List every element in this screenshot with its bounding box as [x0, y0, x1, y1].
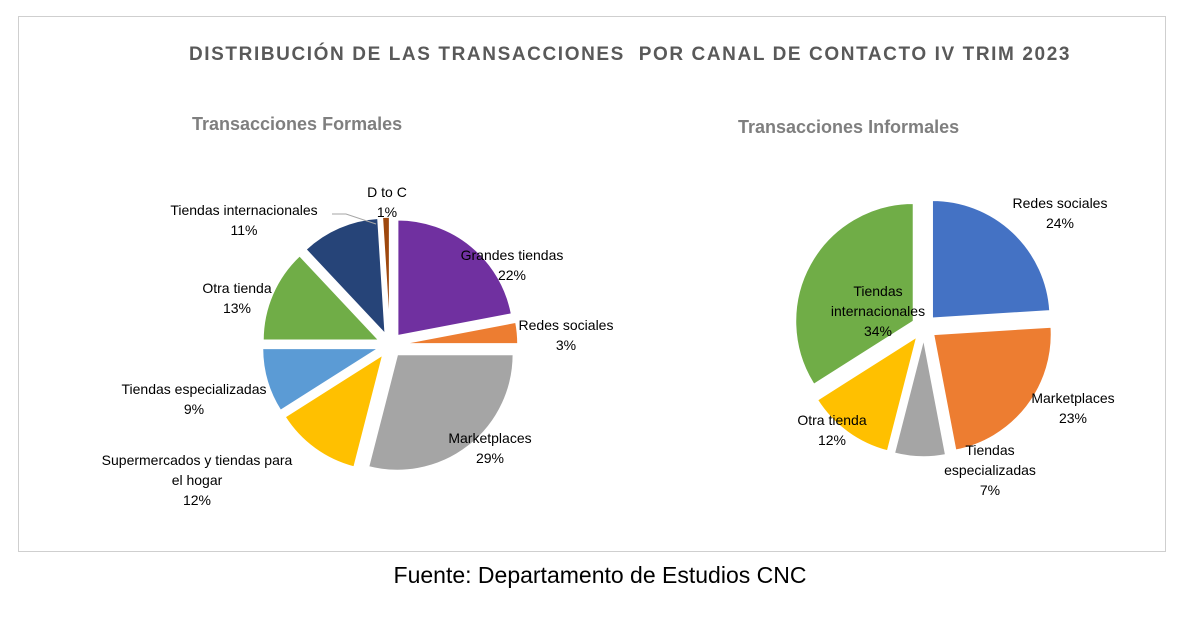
- formal-pie: Grandes tiendas 22% Redes sociales 3% Market…: [102, 184, 614, 508]
- leader-line: [332, 213, 377, 225]
- data-label-redes-sociales: Redes sociales 3%: [519, 317, 614, 353]
- data-label-redes-sociales: Redes sociales 24%: [1013, 195, 1108, 231]
- data-label-d-to-c: D to C 1%: [367, 184, 407, 220]
- data-label-marketplaces: Marketplaces 23%: [1031, 390, 1114, 426]
- data-label-otra-tienda: Otra tienda 13%: [202, 280, 271, 316]
- pie-slice-grandes-tiendas: [396, 219, 513, 337]
- pie-slice-tiendas-internacionales: [794, 202, 915, 386]
- informal-pie: Redes sociales 24% Marketplaces 23% Tiendas e…: [794, 195, 1115, 498]
- pie-slice-redes-sociales: [401, 321, 519, 345]
- informal-chart-title: Transacciones Informales: [738, 117, 960, 137]
- data-label-otra-tienda: Otra tienda 12%: [797, 412, 866, 448]
- pie-slice-d-to-c: [381, 216, 391, 334]
- pie-slice-supermercados-y-tiendas-para-el-hogar: [283, 353, 385, 468]
- pie-slice-marketplaces: [932, 326, 1053, 452]
- pie-slice-redes-sociales: [931, 199, 1051, 320]
- pie-slice-tiendas-especializadas: [261, 347, 382, 412]
- formal-chart-title: Transacciones Formales: [192, 114, 403, 134]
- pie-slice-otra-tienda: [262, 254, 381, 341]
- pie-slice-tiendas-internacionales: [304, 217, 387, 337]
- data-label-tiendas-internacionales: Tiendas internacionales 11%: [170, 202, 317, 238]
- pie-slice-tiendas-especializadas: [893, 338, 947, 458]
- data-label-supermercados-y-tiendas-para-el-hogar: Supermercados y tiendas para el hogar 12%: [102, 452, 293, 508]
- source-note: Fuente: Departamento de Estudios CNC: [393, 562, 807, 588]
- chart-frame: [18, 16, 1166, 552]
- pie-slice-marketplaces: [367, 353, 515, 472]
- data-label-tiendas-internacionales: Tiendas internacionales 34%: [831, 283, 925, 339]
- data-label-grandes-tiendas: Grandes tiendas 22%: [461, 247, 564, 283]
- pie-slice-otra-tienda: [816, 335, 919, 452]
- data-label-tiendas-especializadas: Tiendas especializadas 7%: [944, 442, 1036, 498]
- page-title: DISTRIBUCIÓN DE LAS TRANSACCIONES POR CA…: [188, 44, 1072, 65]
- data-label-tiendas-especializadas: Tiendas especializadas 9%: [121, 381, 266, 417]
- data-label-marketplaces: Marketplaces 29%: [448, 430, 531, 466]
